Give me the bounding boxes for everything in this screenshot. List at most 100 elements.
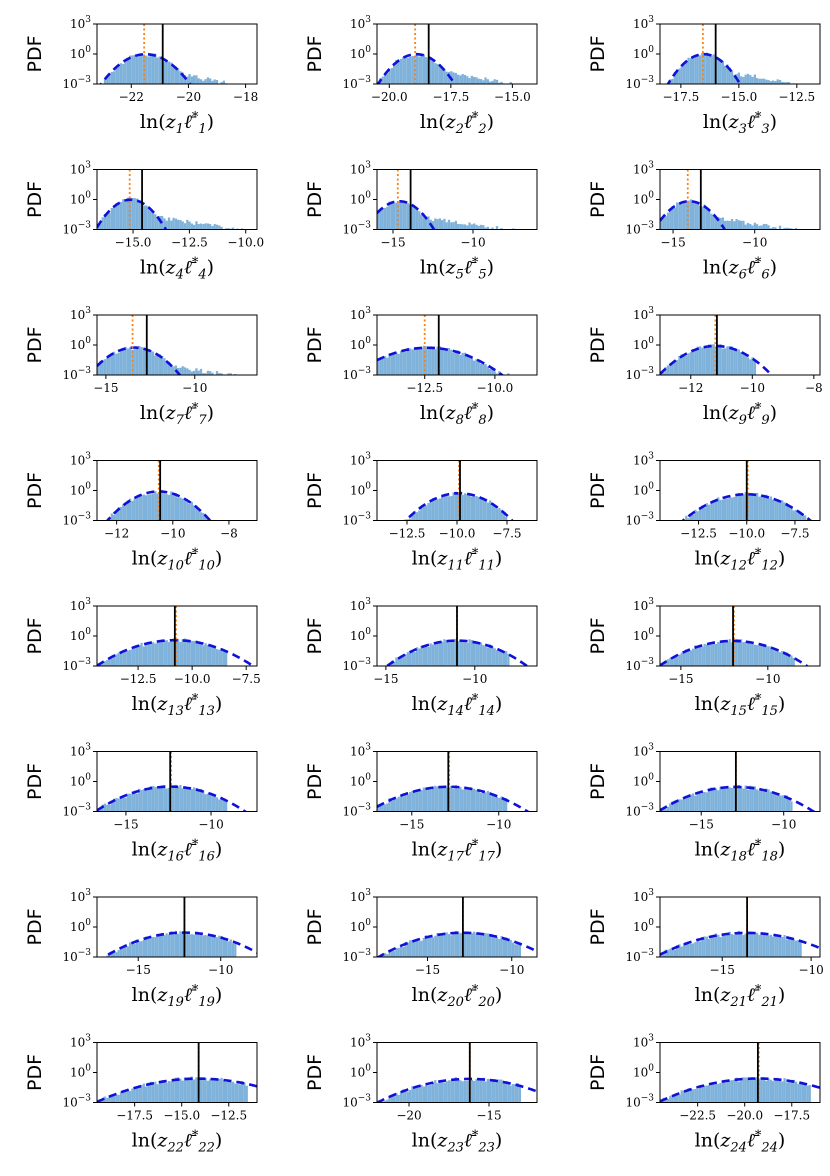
- y-axis-label: PDF: [24, 35, 46, 72]
- histogram-bar: [147, 56, 150, 84]
- histogram-bar: [161, 639, 164, 666]
- histogram-bar: [781, 795, 784, 812]
- histogram-bar: [475, 77, 478, 84]
- histogram-bar: [479, 642, 483, 666]
- histogram-bar: [174, 930, 177, 957]
- x-tick-label: −12.5: [389, 527, 426, 541]
- histogram-bar: [457, 223, 460, 230]
- x-tick-label: −17.5: [662, 90, 699, 104]
- y-tick-label: 10−3: [342, 512, 371, 528]
- histogram-bar: [161, 1080, 164, 1103]
- histogram-bar: [749, 643, 752, 666]
- histogram-bar: [507, 373, 510, 375]
- histogram-bar: [685, 1090, 688, 1103]
- histogram-bar: [728, 220, 731, 230]
- histogram-bar: [434, 218, 437, 230]
- histogram-bar: [733, 74, 736, 84]
- histogram-bar: [493, 1079, 496, 1103]
- histogram-bar: [751, 225, 754, 230]
- histogram-bar: [183, 367, 187, 375]
- histogram-bar: [124, 503, 127, 521]
- histogram-bar: [477, 225, 480, 230]
- histogram-bar: [491, 935, 494, 957]
- histogram-bar: [204, 934, 207, 957]
- histogram-bar: [719, 1082, 722, 1103]
- histogram-bar: [170, 365, 173, 375]
- histogram-bar: [390, 68, 393, 84]
- histogram-bar: [99, 360, 102, 375]
- histogram-bar: [404, 795, 407, 812]
- histogram-bar: [181, 1080, 184, 1103]
- histogram-bar: [186, 76, 189, 84]
- histogram-bar: [106, 357, 109, 375]
- x-axis-label: ln(z20ℓ̄*20): [412, 983, 503, 1010]
- histogram-bar: [420, 645, 423, 666]
- histogram-bar: [199, 368, 203, 375]
- y-tick-label: 10−3: [62, 803, 91, 819]
- histogram-bar: [450, 496, 453, 521]
- histogram-bar: [671, 362, 674, 375]
- histogram-bar: [215, 224, 219, 230]
- histogram-bar: [161, 785, 164, 812]
- histogram-bar: [484, 646, 487, 666]
- x-tick-label: −10.0: [227, 236, 264, 250]
- histogram-bar: [225, 801, 228, 812]
- y-axis-label: PDF: [304, 908, 326, 945]
- histogram-bar: [463, 642, 467, 666]
- histogram-bar: [724, 935, 727, 957]
- histogram-bar: [167, 61, 171, 84]
- histogram-bar: [457, 931, 460, 957]
- x-tick-label: −10: [160, 527, 185, 541]
- histogram-bar: [790, 507, 793, 521]
- histogram-bar: [671, 948, 674, 957]
- histogram-bar: [452, 788, 455, 812]
- histogram-bar: [452, 932, 455, 957]
- histogram-bar: [486, 226, 489, 230]
- histogram-bar: [113, 1093, 116, 1103]
- x-tick-label: −15.0: [115, 236, 152, 250]
- histogram-bar: [145, 55, 148, 84]
- histogram-bar: [147, 938, 150, 957]
- histogram-bar: [138, 496, 141, 521]
- histogram-bar: [450, 935, 453, 957]
- histogram-bar: [183, 499, 187, 521]
- histogram-bar: [402, 796, 405, 812]
- histogram-bar: [395, 798, 398, 812]
- histogram-bar: [209, 224, 212, 230]
- histogram-bar: [188, 934, 191, 957]
- histogram-bar: [195, 931, 198, 957]
- histogram-bar: [459, 354, 462, 375]
- histogram-bar: [664, 949, 667, 957]
- histogram-bar: [698, 793, 702, 812]
- histogram-bar: [678, 68, 681, 84]
- histogram-bar: [119, 947, 123, 957]
- histogram-bar: [415, 53, 419, 84]
- histogram-bar: [730, 787, 734, 812]
- histogram-bar: [502, 798, 505, 812]
- histogram-bar: [129, 793, 132, 812]
- histogram-bar: [206, 936, 209, 957]
- histogram-bar: [234, 942, 237, 957]
- histogram-bar: [126, 197, 129, 230]
- histogram-bar: [507, 940, 510, 957]
- histogram-bar: [740, 933, 743, 957]
- histogram-bar: [751, 357, 754, 375]
- histogram-bar: [147, 206, 150, 230]
- histogram-bar: [673, 949, 676, 957]
- histogram-bar: [429, 502, 432, 521]
- histogram-bar: [689, 199, 692, 230]
- histogram-bar: [500, 81, 503, 84]
- histogram-bar: [213, 935, 216, 957]
- histogram-bar: [473, 76, 476, 84]
- histogram-bar: [420, 790, 423, 812]
- histogram-bar: [678, 202, 681, 230]
- histogram-bar: [170, 641, 173, 666]
- histogram-bar: [719, 499, 722, 521]
- y-axis-label: PDF: [587, 472, 609, 509]
- histogram-bar: [498, 508, 501, 521]
- histogram-bar: [468, 933, 471, 957]
- histogram-bar: [717, 59, 720, 84]
- histogram-bar: [772, 936, 775, 957]
